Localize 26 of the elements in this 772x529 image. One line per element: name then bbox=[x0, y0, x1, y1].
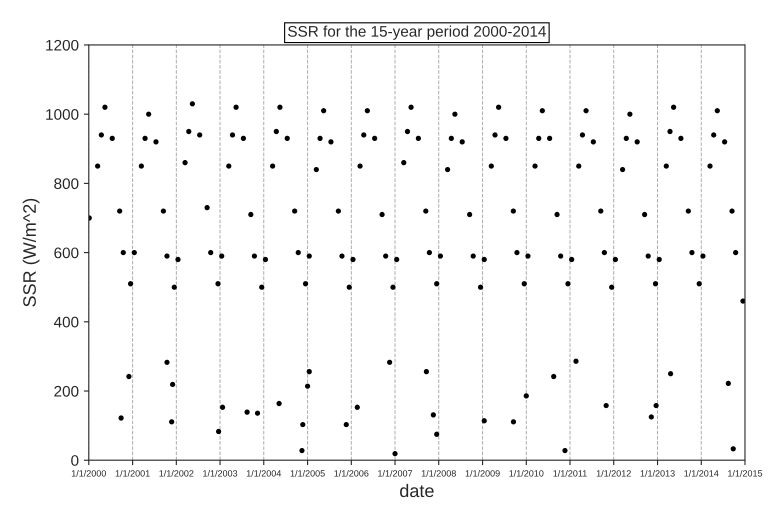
y-tick-label: 400 bbox=[54, 316, 78, 328]
x-tick-label: 1/1/2001 bbox=[116, 470, 150, 477]
x-tick-label: 1/1/2006 bbox=[334, 470, 368, 477]
y-tick-label: 1000 bbox=[46, 109, 78, 120]
x-tick-label: 1/1/2008 bbox=[422, 470, 456, 477]
x-tick-label: 1/1/2000 bbox=[72, 470, 106, 477]
x-tick-label: 1/1/2011 bbox=[553, 470, 587, 477]
x-tick-label: 1/1/2013 bbox=[640, 470, 675, 477]
y-tick-label: 600 bbox=[54, 247, 78, 258]
x-tick-label: 1/1/2003 bbox=[203, 470, 238, 477]
y-tick-label: 0 bbox=[71, 455, 78, 466]
y-axis-title: SSR (W/m^2) bbox=[22, 198, 40, 307]
x-tick-label: 1/1/2005 bbox=[290, 470, 325, 477]
x-tick-label: 1/1/2015 bbox=[728, 470, 762, 477]
x-tick-label: 1/1/2014 bbox=[684, 470, 719, 477]
y-tick-label: 1200 bbox=[46, 40, 78, 51]
x-tick-label: 1/1/2010 bbox=[509, 470, 544, 477]
y-tick-label: 800 bbox=[54, 178, 78, 190]
x-tick-label: 1/1/2004 bbox=[246, 470, 282, 477]
y-tick-label: 200 bbox=[54, 386, 78, 397]
x-tick-label: 1/1/2007 bbox=[378, 470, 412, 477]
chart-title: SSR for the 15-year period 2000-2014 bbox=[288, 26, 546, 40]
x-axis-title: date bbox=[400, 484, 434, 498]
x-tick-label: 1/1/2002 bbox=[159, 470, 194, 477]
x-tick-label: 1/1/2012 bbox=[596, 470, 631, 477]
x-tick-label: 1/1/2009 bbox=[466, 470, 500, 477]
